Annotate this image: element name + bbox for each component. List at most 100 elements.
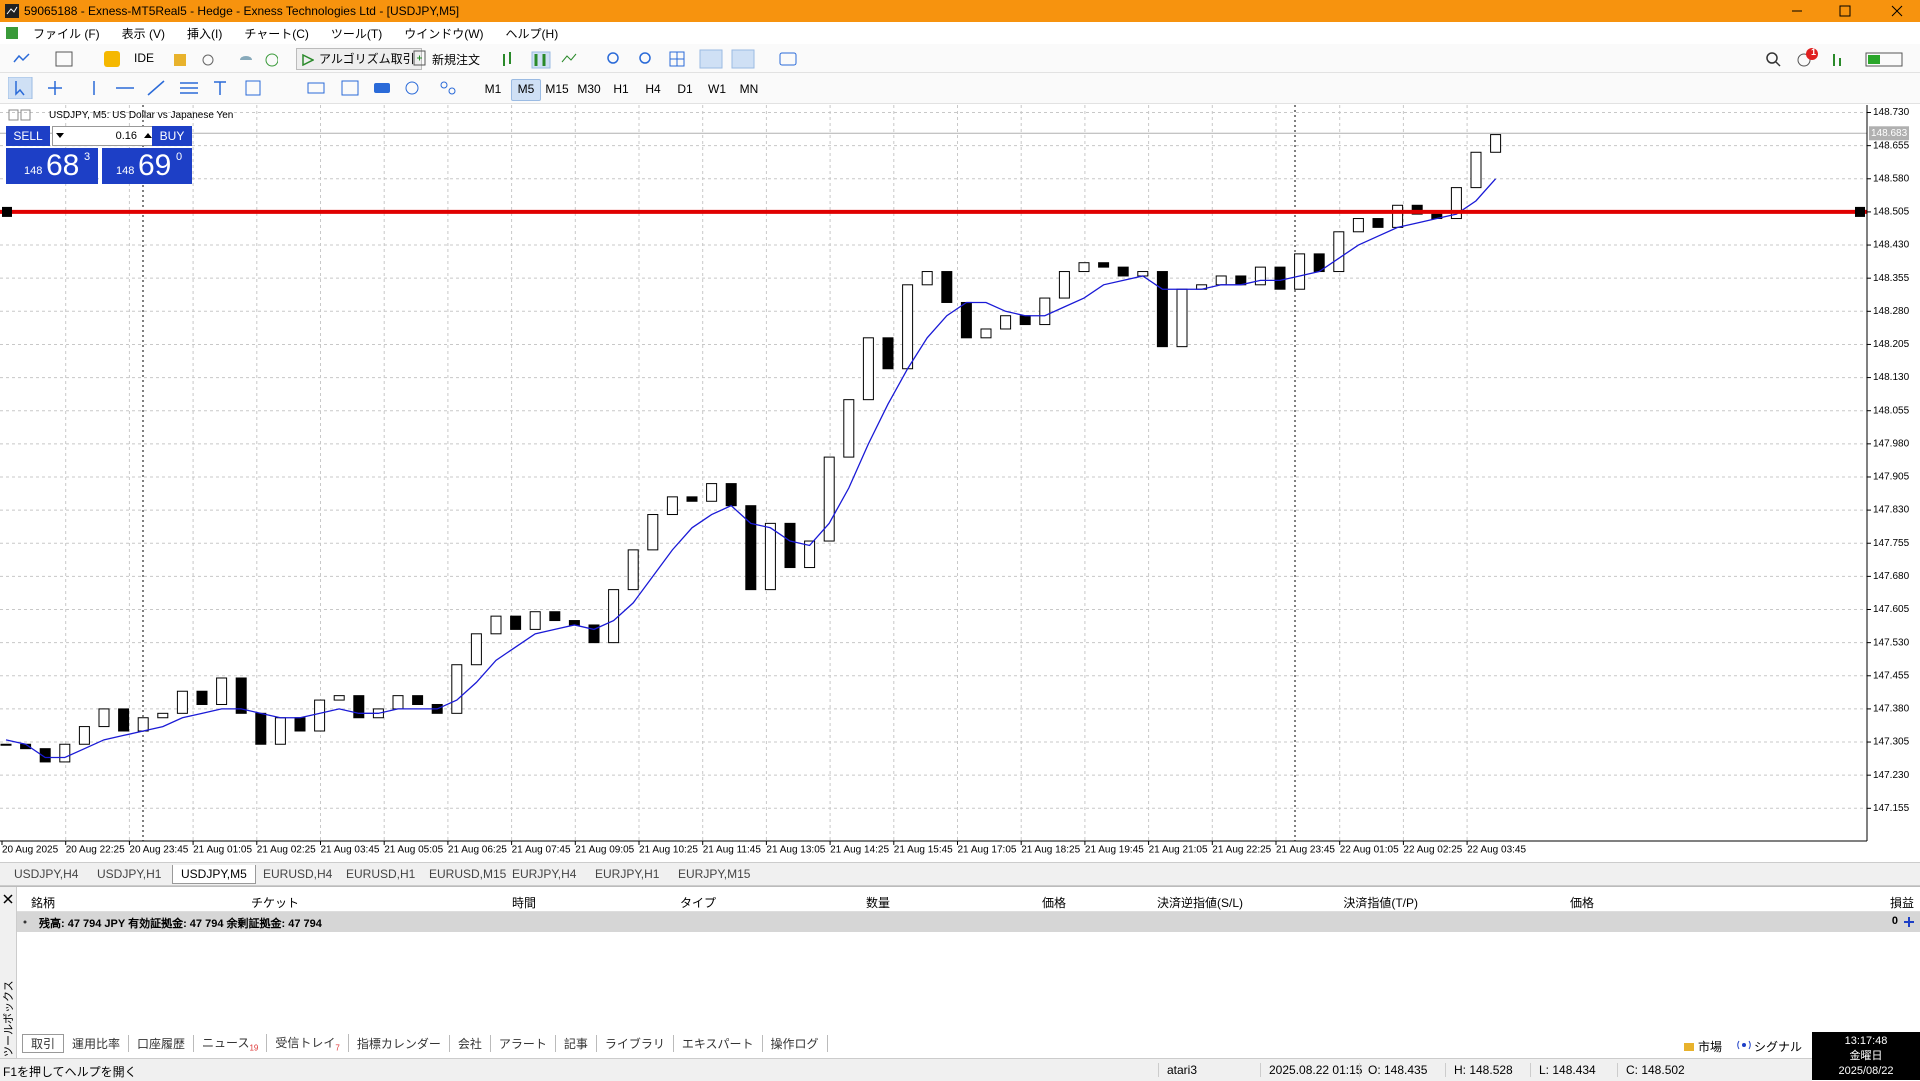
candle	[470, 633, 482, 666]
candle	[451, 664, 463, 714]
column-header[interactable]: 時間	[511, 896, 536, 910]
candle	[1215, 275, 1227, 286]
toolbox-tab[interactable]: 指標カレンダー	[349, 1034, 450, 1052]
menu-item[interactable]: ツール(T)	[330, 26, 383, 41]
timeframe-button[interactable]: D1	[677, 82, 693, 96]
toolbox-tab[interactable]: 受信トレイ7	[267, 1033, 349, 1053]
candle	[39, 748, 51, 763]
buy-price-point: 0	[176, 151, 183, 163]
column-header[interactable]: 価格	[1041, 896, 1066, 910]
toolbox-tab[interactable]: エキスパート	[674, 1034, 763, 1052]
market-link[interactable]: 市場	[1698, 1040, 1723, 1054]
toolbox-tab[interactable]: 会社	[450, 1034, 491, 1052]
volume-dropdown[interactable]	[55, 132, 65, 140]
menu-item[interactable]: ファイル (F)	[33, 26, 100, 41]
volume-up[interactable]	[143, 132, 153, 140]
menu-item[interactable]: 挿入(I)	[187, 26, 223, 41]
balance-row: 残高: 47 794 JPY 有効証拠金: 47 794 余剰証拠金: 47 7…	[17, 912, 1920, 932]
symbol-tab[interactable]: USDJPY,H4	[14, 867, 79, 881]
symbol-tab[interactable]: EURUSD,M15	[429, 867, 507, 881]
x-tick-label: 22 Aug 03:45	[1467, 845, 1526, 856]
volume-value[interactable]: 0.16	[115, 130, 137, 142]
menu-item[interactable]: ヘルプ(H)	[505, 26, 559, 41]
signals-link[interactable]: シグナル	[1754, 1040, 1803, 1054]
timeframe-button[interactable]: W1	[708, 82, 726, 96]
symbol-tab[interactable]: USDJPY,M5	[172, 865, 256, 884]
timeframe-button[interactable]: M5	[511, 79, 541, 101]
toolbox-tab-label: 口座履歴	[137, 1036, 186, 1051]
candle	[412, 695, 424, 705]
x-tick-label: 21 Aug 18:25	[1021, 845, 1080, 856]
column-header[interactable]: チケット	[251, 896, 300, 910]
menu-icon	[6, 27, 18, 39]
y-tick-label: 147.305	[1873, 737, 1910, 748]
symbol-tab[interactable]: EURJPY,H4	[512, 867, 577, 881]
ide-button[interactable]: IDE	[134, 51, 155, 65]
candle	[1156, 271, 1168, 348]
candle	[921, 271, 933, 286]
menu-item[interactable]: ウインドウ(W)	[404, 26, 484, 41]
y-tick-label: 148.730	[1873, 107, 1910, 118]
candle	[1352, 218, 1364, 233]
clock-date: 2025/08/22	[1838, 1065, 1894, 1077]
timeframe-button[interactable]: H1	[613, 82, 629, 96]
column-header[interactable]: 銘柄	[31, 896, 56, 910]
close-toolbox[interactable]	[3, 894, 13, 904]
symbol-tab[interactable]: EURJPY,H1	[595, 867, 660, 881]
toolbox-tab[interactable]: 取引	[22, 1033, 65, 1053]
toolbox-tab[interactable]: 記事	[556, 1034, 597, 1052]
column-header[interactable]: 数量	[865, 896, 890, 910]
bar-time: 2025.08.22 01:15	[1260, 1063, 1362, 1077]
toolbox-tab[interactable]: アラート	[491, 1034, 556, 1052]
symbol-tab[interactable]: EURJPY,M15	[678, 867, 751, 881]
timeframe-button[interactable]: MN	[739, 82, 759, 96]
buy-price[interactable]: 148 69 0	[102, 148, 192, 184]
current-price-box	[1869, 126, 1909, 141]
candle	[686, 496, 698, 502]
x-tick-label: 20 Aug 2025	[2, 845, 59, 856]
x-tick-label: 21 Aug 11:45	[703, 845, 762, 856]
column-header[interactable]: 価格	[1569, 896, 1594, 910]
new-order-button[interactable]: 新規注文	[432, 53, 481, 67]
column-header[interactable]: 決済指値(T/P)	[1343, 896, 1418, 910]
toolbox-tab[interactable]: ライブラリ	[597, 1034, 674, 1052]
timeframe-button[interactable]: M30	[577, 82, 601, 96]
volume-box[interactable]: 0.16	[52, 126, 156, 146]
sell-price[interactable]: 148 68 3	[6, 148, 98, 184]
algo-trading-button[interactable]: アルゴリズム取引	[296, 48, 422, 70]
add-button[interactable]	[1902, 915, 1916, 929]
window-controls[interactable]	[1770, 0, 1920, 22]
symbol-tab[interactable]: EURUSD,H4	[263, 867, 333, 881]
column-header[interactable]: 損益	[1889, 896, 1914, 910]
timeframe-button[interactable]: H4	[645, 82, 661, 96]
candle	[235, 677, 247, 714]
timeframe-button[interactable]: M15	[545, 82, 569, 96]
title-bar: 59065188 - Exness-MT5Real5 - Hedge - Exn…	[0, 0, 1920, 22]
sell-price-big: 148	[24, 165, 43, 177]
column-header[interactable]: 決済逆指値(S/L)	[1156, 896, 1243, 910]
sell-button[interactable]: SELL	[6, 126, 50, 146]
toolbox-tab[interactable]: 運用比率	[64, 1034, 130, 1052]
toolbox-tab[interactable]: 口座履歴	[129, 1034, 195, 1052]
y-tick-label: 147.905	[1873, 472, 1910, 483]
y-tick-label: 148.580	[1873, 173, 1910, 184]
column-header[interactable]: タイプ	[679, 896, 716, 910]
toolbox-tab-label: 会社	[457, 1036, 482, 1051]
candle	[392, 695, 404, 710]
menu-item[interactable]: チャート(C)	[244, 26, 309, 41]
symbol-tab[interactable]: USDJPY,H1	[97, 867, 162, 881]
clock-time: 13:17:48	[1844, 1035, 1888, 1047]
toolbox-tab[interactable]: 操作ログ	[763, 1034, 828, 1052]
buy-button[interactable]: BUY	[152, 126, 192, 146]
candle	[216, 677, 228, 705]
status-icons	[1766, 48, 1903, 67]
y-tick-label: 147.755	[1873, 538, 1910, 549]
y-tick-label: 148.355	[1873, 273, 1910, 284]
x-tick-label: 21 Aug 19:45	[1085, 845, 1144, 856]
price-chart: 20 Aug 2025 20 Aug 22:25 20 Aug 23:45 21 Au…	[0, 105, 1910, 856]
symbol-tab[interactable]: EURUSD,H1	[346, 867, 416, 881]
toolbox-tab[interactable]: ニュース19	[194, 1033, 268, 1053]
candle	[960, 301, 972, 339]
menu-item[interactable]: 表示 (V)	[121, 26, 166, 41]
timeframe-button[interactable]: M1	[484, 82, 502, 96]
